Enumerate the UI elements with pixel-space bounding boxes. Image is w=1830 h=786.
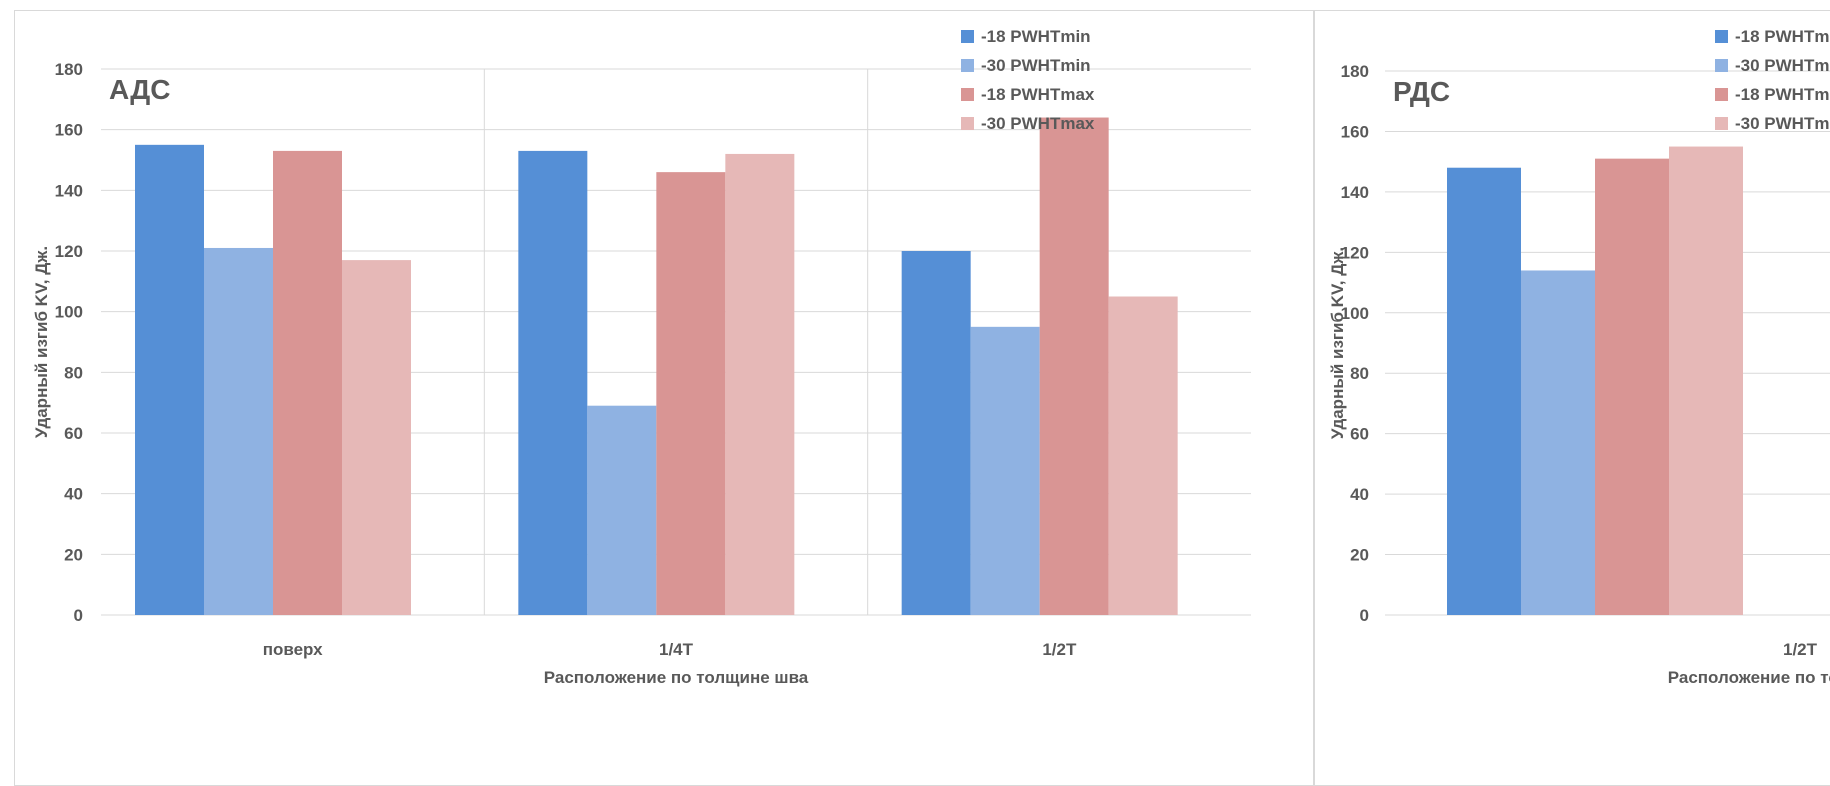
bar--18pwhtmin-2: [901, 251, 971, 615]
chart-panel-rds: 0 20 40 60 80 100 120 140 160 180 1/2T РДС Расположе…: [1314, 10, 1830, 786]
y-tick-label: 100: [1341, 304, 1369, 323]
bar--18pwhtmin-0: [1447, 167, 1521, 615]
y-tick-label: 140: [1341, 183, 1369, 202]
y-tick-label: 40: [1350, 485, 1369, 504]
chart-ads: 0 20 40 60 80 100 120 140 160 180 поверх 1/4T 1/2T АД…: [32, 27, 1251, 687]
bar--18pwhtmin-1: [518, 150, 588, 615]
bar--18pwhtmax-0: [1595, 158, 1669, 615]
y-tick-label: 160: [55, 121, 83, 140]
y-tick-label: 180: [1341, 62, 1369, 81]
bar--30pwhtmin-1: [587, 405, 657, 615]
chart-rds: 0 20 40 60 80 100 120 140 160 180 1/2T РДС Расположе…: [1328, 27, 1830, 687]
bar--30pwhtmin-0: [204, 247, 273, 615]
legend-entry: -30 PWHTmin: [981, 56, 1091, 75]
bar--18pwhtmax-1: [656, 172, 726, 615]
legend-swatch: [961, 59, 974, 72]
legend-entry: -18 PWHTmax: [981, 85, 1095, 104]
x-tick-label: поверх: [263, 640, 323, 659]
legend-swatch: [961, 117, 974, 130]
legend-swatch: [1715, 117, 1728, 130]
y-tick-label: 180: [55, 60, 83, 79]
y-tick-label: 140: [55, 181, 83, 200]
bar--30pwhtmax-0: [1669, 146, 1743, 616]
bar--30pwhtmax-2: [1108, 296, 1178, 615]
y-tick-label: 0: [1360, 606, 1369, 625]
x-tick-label: 1/4T: [659, 640, 694, 659]
legend-swatch: [961, 88, 974, 101]
bar--30pwhtmax-1: [725, 153, 795, 615]
y-axis-label: Ударный изгиб KV, Дж.: [1328, 247, 1347, 439]
legend-entry: -18 PWHTmax: [1735, 85, 1830, 104]
bar--18pwhtmax-2: [1039, 117, 1109, 616]
y-tick-label: 40: [64, 485, 83, 504]
legend-swatch: [961, 30, 974, 43]
y-tick-label: 160: [1341, 122, 1369, 141]
y-tick-label: 80: [1350, 364, 1369, 383]
legend-swatch: [1715, 59, 1728, 72]
chart-panel-ads: 0 20 40 60 80 100 120 140 160 180 поверх 1/4T 1/2T АД…: [14, 10, 1314, 786]
bar--30pwhtmax-0: [342, 260, 411, 615]
legend-swatch: [1715, 88, 1728, 101]
y-axis-label: Ударный изгиб KV, Дж.: [32, 246, 51, 438]
y-tick-label: 0: [74, 606, 83, 625]
legend-entry: -30 PWHTmax: [1735, 114, 1830, 133]
x-tick-label: 1/2T: [1783, 640, 1818, 659]
y-tick-label: 120: [1341, 243, 1369, 262]
y-tick-label: 100: [55, 303, 83, 322]
y-tick-label: 20: [64, 545, 83, 564]
y-tick-label: 80: [64, 363, 83, 382]
chart-title: РДС: [1393, 76, 1450, 107]
bar--18pwhtmax-0: [273, 150, 342, 615]
y-tick-label: 60: [64, 424, 83, 443]
chart-title: АДС: [109, 74, 170, 105]
bar--30pwhtmin-0: [1521, 270, 1595, 615]
y-tick-label: 120: [55, 242, 83, 261]
legend-entry: -30 PWHTmin: [1735, 56, 1830, 75]
x-axis-label: Расположение по толщине шва: [544, 668, 809, 687]
legend-entry: -18 PWHTmin: [1735, 27, 1830, 46]
x-axis-label: Расположение по толщине шва: [1668, 668, 1830, 687]
legend-entry: -18 PWHTmin: [981, 27, 1091, 46]
x-tick-label: 1/2T: [1042, 640, 1077, 659]
legend-entry: -30 PWHTmax: [981, 114, 1095, 133]
y-tick-label: 60: [1350, 425, 1369, 444]
legend-swatch: [1715, 30, 1728, 43]
bar--30pwhtmin-2: [970, 326, 1040, 615]
bar--18pwhtmin-0: [135, 144, 204, 616]
y-tick-label: 20: [1350, 546, 1369, 565]
